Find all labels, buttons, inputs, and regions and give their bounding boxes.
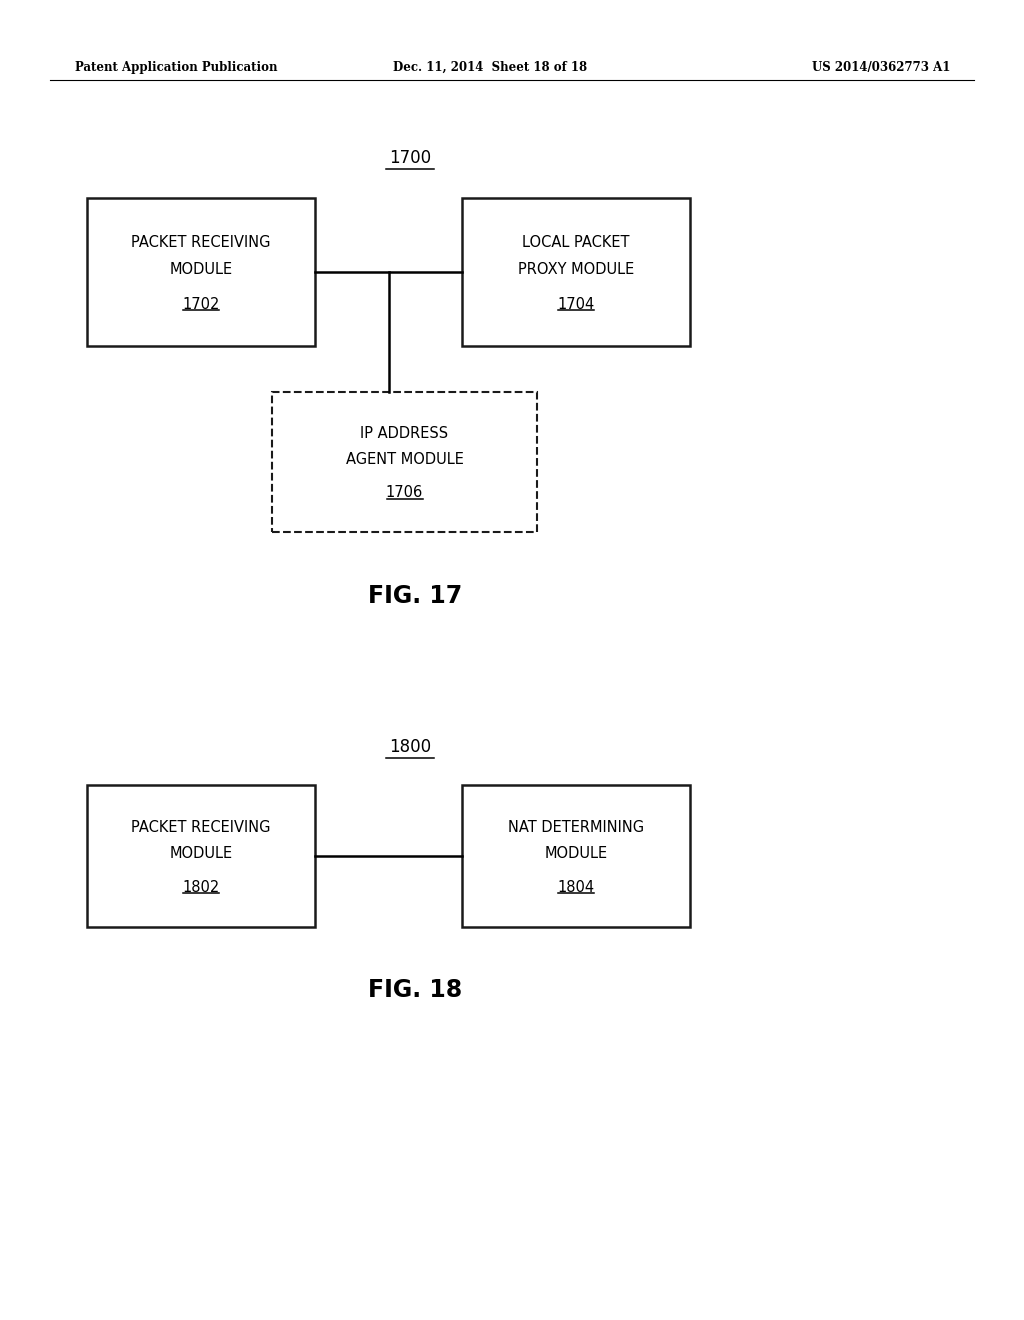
Text: PROXY MODULE: PROXY MODULE — [518, 261, 634, 277]
Text: 1700: 1700 — [389, 149, 431, 168]
Text: NAT DETERMINING: NAT DETERMINING — [508, 820, 644, 836]
Bar — [462, 198, 690, 346]
Text: 1704: 1704 — [557, 297, 595, 312]
Bar — [87, 198, 315, 346]
Text: Patent Application Publication: Patent Application Publication — [75, 61, 278, 74]
Text: 1802: 1802 — [182, 879, 219, 895]
Text: IP ADDRESS: IP ADDRESS — [360, 426, 449, 441]
Text: US 2014/0362773 A1: US 2014/0362773 A1 — [812, 61, 950, 74]
Text: Dec. 11, 2014  Sheet 18 of 18: Dec. 11, 2014 Sheet 18 of 18 — [393, 61, 587, 74]
Text: 1800: 1800 — [389, 738, 431, 756]
Text: 1702: 1702 — [182, 297, 220, 312]
Text: LOCAL PACKET: LOCAL PACKET — [522, 235, 630, 249]
Text: FIG. 18: FIG. 18 — [368, 978, 462, 1002]
Text: MODULE: MODULE — [169, 261, 232, 277]
Bar — [272, 392, 537, 532]
Bar — [87, 785, 315, 927]
Text: MODULE: MODULE — [169, 846, 232, 861]
Text: PACKET RECEIVING: PACKET RECEIVING — [131, 235, 270, 249]
Text: 1706: 1706 — [386, 486, 423, 500]
Text: 1804: 1804 — [557, 879, 595, 895]
Text: PACKET RECEIVING: PACKET RECEIVING — [131, 820, 270, 836]
Text: MODULE: MODULE — [545, 846, 607, 861]
Text: AGENT MODULE: AGENT MODULE — [345, 451, 464, 467]
Bar — [462, 785, 690, 927]
Text: FIG. 17: FIG. 17 — [368, 583, 462, 609]
